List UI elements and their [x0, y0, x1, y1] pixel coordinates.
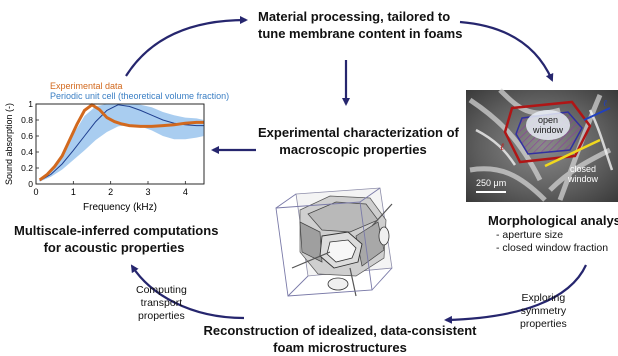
- arrow-reconstruction-to-computation: [130, 264, 245, 320]
- y-tick-label: 0.4: [21, 147, 33, 157]
- cube-edge-1: [275, 193, 297, 209]
- computation-line1: Multiscale-inferred computations: [14, 223, 219, 238]
- cube-edge-3: [371, 267, 393, 291]
- processing-line1: Material processing, tailored to: [258, 9, 451, 24]
- morphology-title: Morphological analysis: [488, 213, 618, 228]
- x-tick-label: 4: [183, 187, 188, 197]
- cube-edge-4: [287, 275, 309, 297]
- step-characterization: Experimental characterization of macrosc…: [258, 124, 459, 158]
- x-tick-label: 2: [108, 187, 113, 197]
- x-tick-label: 1: [71, 187, 76, 197]
- step-morphology: Morphological analysis - aperture size -…: [488, 212, 618, 255]
- x-tick-label: 0: [33, 187, 38, 197]
- open-window-bubble: [526, 110, 570, 140]
- transport-label-line1: Computing: [136, 284, 187, 296]
- closed-window-label-2: window: [567, 174, 599, 184]
- step-processing: Material processing, tailored to tune me…: [258, 8, 463, 42]
- closed-window-label-1: closed: [570, 164, 596, 174]
- cell-axis-rod-3: [371, 203, 393, 227]
- x-axis-label: Frequency (kHz): [83, 202, 157, 213]
- y-tick-label: 0: [28, 179, 33, 189]
- experimental-series-line: [38, 102, 204, 182]
- unit-cell-body: [275, 187, 393, 297]
- arrow-processing-to-micrograph: [459, 20, 554, 82]
- scale-bar-label: 250 μm: [476, 178, 506, 188]
- arrow-morphology-to-reconstruction: [444, 264, 587, 324]
- aperture-arrow: [583, 107, 611, 121]
- computation-line2: for acoustic properties: [43, 240, 185, 255]
- characterization-line2: macroscopic properties: [279, 142, 427, 157]
- characterization-line1: Experimental characterization of: [258, 125, 459, 140]
- y-tick-label: 0.6: [21, 131, 33, 141]
- step-computation: Multiscale-inferred computations for aco…: [14, 222, 219, 256]
- open-window-label-2: window: [532, 125, 564, 135]
- arrow-chart-to-processing: [125, 16, 248, 77]
- step-reconstruction: Reconstruction of idealized, data-consis…: [190, 322, 490, 356]
- processing-line2: tune membrane content in foams: [258, 26, 463, 41]
- transport-label-line2: transport: [140, 297, 183, 309]
- morphology-item-aperture: - aperture size: [496, 229, 564, 241]
- symmetry-label-line2: symmetry: [520, 305, 567, 317]
- cell-front-window: [326, 239, 357, 263]
- y-tick-label: 0.2: [21, 163, 33, 173]
- y-tick-label: 0.8: [21, 115, 33, 125]
- symmetry-label-line3: properties: [520, 318, 567, 330]
- plot-frame-border: [35, 103, 205, 185]
- symmetry-label-line1: Exploring: [521, 292, 566, 304]
- transport-label-line3: properties: [138, 310, 185, 322]
- label-computing-transport: Computing transport properties: [136, 284, 187, 323]
- open-window-outline: [503, 100, 592, 164]
- cell-bottom-pore: [327, 277, 349, 291]
- symbol-right: ℓ: [603, 98, 607, 108]
- cell-axis-rod-1: [291, 251, 331, 269]
- legend-experimental: Experimental data: [50, 81, 123, 91]
- reconstruction-line1: Reconstruction of idealized, data-consis…: [203, 323, 477, 338]
- cell-left-face: [299, 221, 323, 263]
- symbol-left: ℓ: [500, 142, 504, 153]
- morphology-item-closed: - closed window fraction: [496, 242, 609, 254]
- open-window-label-1: open: [538, 115, 558, 125]
- y-axis-label: Sound absorption (-): [4, 103, 14, 185]
- y-tick-label: 1: [28, 99, 33, 109]
- reconstruction-line2: foam microstructures: [273, 340, 407, 355]
- cell-side-pore: [378, 226, 390, 246]
- x-tick-label: 3: [145, 187, 150, 197]
- closed-window-arrow: [544, 138, 601, 168]
- legend-periodic: Periodic unit cell (theoretical volume f…: [50, 91, 229, 101]
- label-exploring-symmetry: Exploring symmetry properties: [520, 292, 567, 331]
- periodic-band: [39, 104, 205, 182]
- cube-edge-2: [359, 187, 381, 203]
